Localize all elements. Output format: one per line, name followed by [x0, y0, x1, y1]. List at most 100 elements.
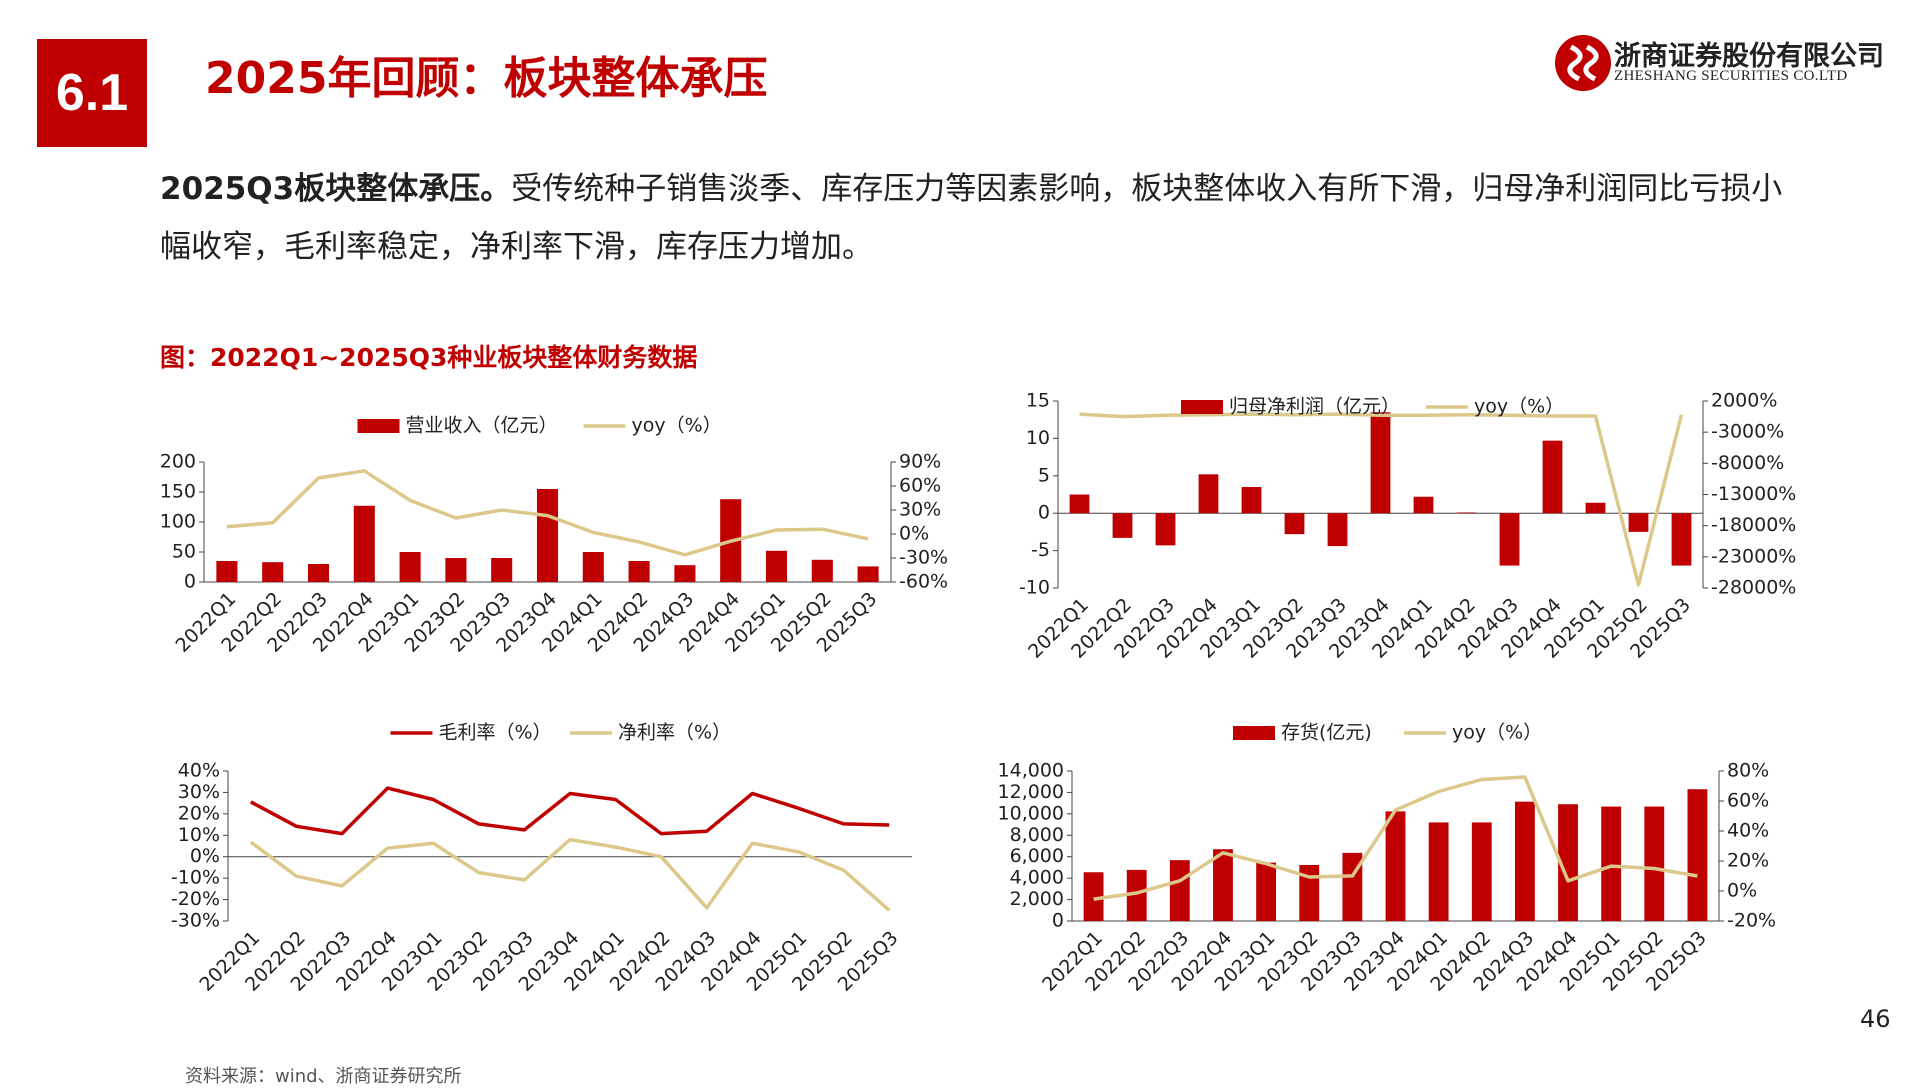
y2-tick-label: -8000%	[1711, 452, 1784, 474]
bar	[1126, 869, 1147, 921]
y-tick-label: 8,000	[1010, 824, 1064, 846]
bar	[1213, 849, 1233, 921]
y2-tick-label: 0%	[1727, 880, 1757, 902]
bar	[1370, 412, 1391, 514]
legend-label: 存货(亿元)	[1281, 722, 1372, 744]
y2-tick-label: -13000%	[1711, 483, 1796, 505]
y2-tick-label: 60%	[1727, 790, 1769, 812]
bar	[765, 550, 788, 582]
legend-swatch	[1233, 726, 1275, 740]
y2-tick-label: -3000%	[1711, 421, 1784, 443]
y-tick-label: 0%	[190, 845, 220, 867]
y-tick-label: 0	[1038, 502, 1050, 524]
y-tick-label: 0	[1052, 910, 1064, 932]
body-text: 2025Q3板块整体承压。受传统种子销售淡季、库存压力等因素影响，板块整体收入有…	[160, 160, 1810, 276]
y2-tick-label: 20%	[1727, 850, 1769, 872]
bar	[307, 564, 330, 582]
source: 资料来源：wind、浙商证券研究所	[185, 1066, 462, 1087]
figure-title: 图：2022Q1~2025Q3种业板块整体财务数据	[160, 343, 698, 372]
bar	[1256, 862, 1277, 921]
bar	[1601, 806, 1622, 921]
section-number: 6.1	[37, 39, 147, 147]
company-name: 浙商证券股份有限公司	[1614, 41, 1884, 72]
y2-tick-label: -30%	[899, 547, 948, 569]
bar	[1413, 496, 1434, 514]
bar	[1155, 513, 1176, 546]
bar	[857, 566, 879, 582]
y-tick-label: 4,000	[1010, 867, 1064, 889]
y-tick-label: 10	[1026, 427, 1050, 449]
y-tick-label: 150	[160, 481, 196, 503]
y-tick-label: -20%	[171, 888, 220, 910]
page-number: 46	[1860, 1005, 1891, 1033]
legend-label: yoy（%）	[632, 415, 722, 437]
legend-label: yoy（%）	[1474, 396, 1564, 418]
bar	[1241, 487, 1262, 514]
y2-tick-label: 2000%	[1711, 390, 1777, 412]
y-tick-label: 15	[1026, 390, 1050, 412]
y-tick-label: 10%	[178, 824, 220, 846]
legend-label: 营业收入（亿元）	[406, 415, 558, 437]
y2-tick-label: 30%	[899, 499, 941, 521]
bar	[399, 552, 421, 582]
bar	[1456, 512, 1477, 514]
y-tick-label: -10%	[171, 867, 220, 889]
bar	[1299, 864, 1320, 921]
y-tick-label: -5	[1031, 539, 1050, 561]
y-tick-label: -30%	[171, 910, 220, 932]
bar	[536, 489, 559, 582]
legend-swatch	[1181, 400, 1223, 414]
bar	[582, 552, 604, 582]
bar	[1112, 513, 1133, 538]
y-tick-label: 2,000	[1010, 888, 1064, 910]
legend-label: 毛利率（%）	[439, 722, 552, 744]
body-lead: 2025Q3板块整体承压。	[160, 171, 512, 207]
bar	[674, 565, 696, 582]
bar	[445, 558, 467, 582]
y-tick-label: 0	[184, 571, 196, 593]
logo	[1555, 35, 1611, 91]
y-tick-label: 50	[172, 541, 196, 563]
line	[249, 786, 890, 836]
legend-label: 净利率（%）	[618, 722, 731, 744]
y2-tick-label: -60%	[899, 571, 948, 593]
bar	[1644, 806, 1665, 921]
bar	[1542, 440, 1563, 514]
bar	[1499, 513, 1520, 566]
bar	[1198, 474, 1219, 514]
bar	[1083, 872, 1104, 921]
y-tick-label: 100	[160, 511, 196, 533]
line	[1093, 775, 1698, 901]
bar	[262, 562, 284, 582]
y-tick-label: 200	[160, 451, 196, 473]
y2-tick-label: 0%	[899, 523, 929, 545]
bar	[1558, 804, 1578, 921]
y-tick-label: -10	[1019, 577, 1050, 599]
y2-tick-label: -20%	[1727, 910, 1776, 932]
bar	[1385, 811, 1406, 921]
bar	[1671, 513, 1692, 566]
y-tick-label: 5	[1038, 464, 1050, 486]
y2-tick-label: 80%	[1727, 760, 1769, 782]
line	[249, 837, 891, 912]
bar	[1284, 513, 1305, 535]
legend-swatch	[357, 419, 400, 433]
y-tick-label: 14,000	[998, 760, 1064, 782]
y-tick-label: 30%	[178, 781, 220, 803]
y-tick-label: 6,000	[1010, 845, 1064, 867]
y2-tick-label: -18000%	[1711, 514, 1796, 536]
bar	[811, 559, 833, 582]
y-tick-label: 12,000	[998, 781, 1064, 803]
body-rest: 受传统种子销售淡季、库存压力等因素影响，板块整体收入有所下滑，归母净利润同比亏损…	[160, 171, 1783, 265]
bar	[353, 505, 375, 582]
bar	[1514, 801, 1535, 921]
bar	[1169, 860, 1190, 921]
line	[1079, 412, 1684, 587]
y2-tick-label: 40%	[1727, 820, 1769, 842]
bar	[1428, 822, 1449, 921]
y-tick-label: 40%	[178, 760, 220, 782]
bar	[1327, 513, 1348, 547]
bar	[1687, 789, 1708, 921]
bar	[1069, 494, 1090, 514]
